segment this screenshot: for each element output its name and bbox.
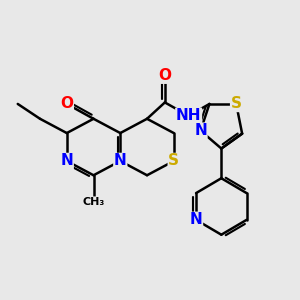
Text: S: S [168, 154, 179, 169]
Text: O: O [158, 68, 171, 83]
Text: CH₃: CH₃ [82, 197, 105, 207]
Text: O: O [60, 96, 73, 111]
Text: NH: NH [176, 108, 201, 123]
Text: S: S [231, 96, 242, 111]
Text: N: N [194, 123, 207, 138]
Text: N: N [60, 154, 73, 169]
Text: N: N [114, 154, 127, 169]
Text: N: N [190, 212, 202, 227]
